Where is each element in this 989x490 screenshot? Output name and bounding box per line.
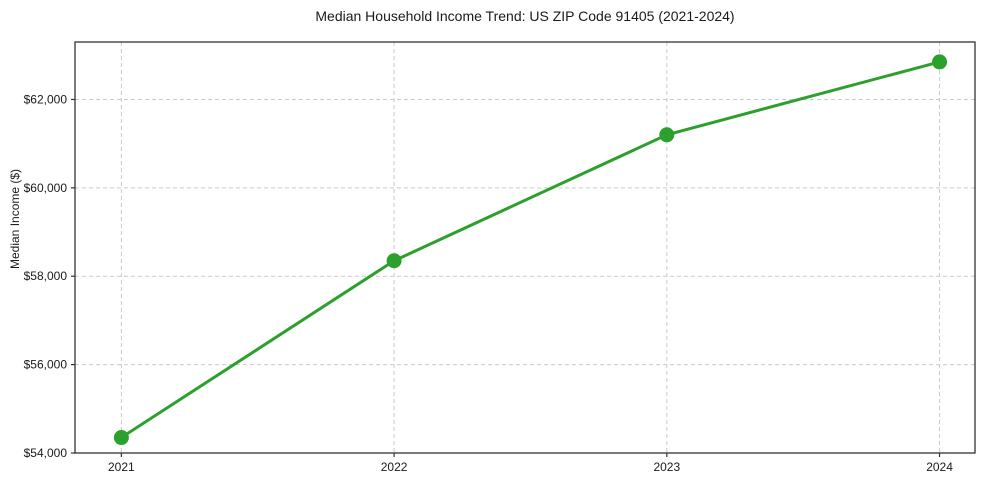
y-tick-label: $54,000 (24, 446, 68, 460)
trend-line (119, 60, 942, 440)
x-tick-label: 2021 (108, 460, 135, 474)
x-tick-label: 2022 (381, 460, 408, 474)
x-tick-label: 2024 (926, 460, 953, 474)
x-tick-label: 2023 (653, 460, 680, 474)
y-tick-label: $62,000 (24, 92, 68, 106)
data-point-marker (386, 253, 402, 269)
y-tick-label: $56,000 (24, 358, 68, 372)
y-tick-label: $58,000 (24, 269, 68, 283)
data-point-marker (113, 430, 129, 446)
data-point-marker (659, 127, 675, 143)
plot-border (74, 41, 976, 454)
chart-title: Median Household Income Trend: US ZIP Co… (315, 8, 735, 24)
y-tick-label: $60,000 (24, 181, 68, 195)
data-point-marker (932, 54, 948, 70)
